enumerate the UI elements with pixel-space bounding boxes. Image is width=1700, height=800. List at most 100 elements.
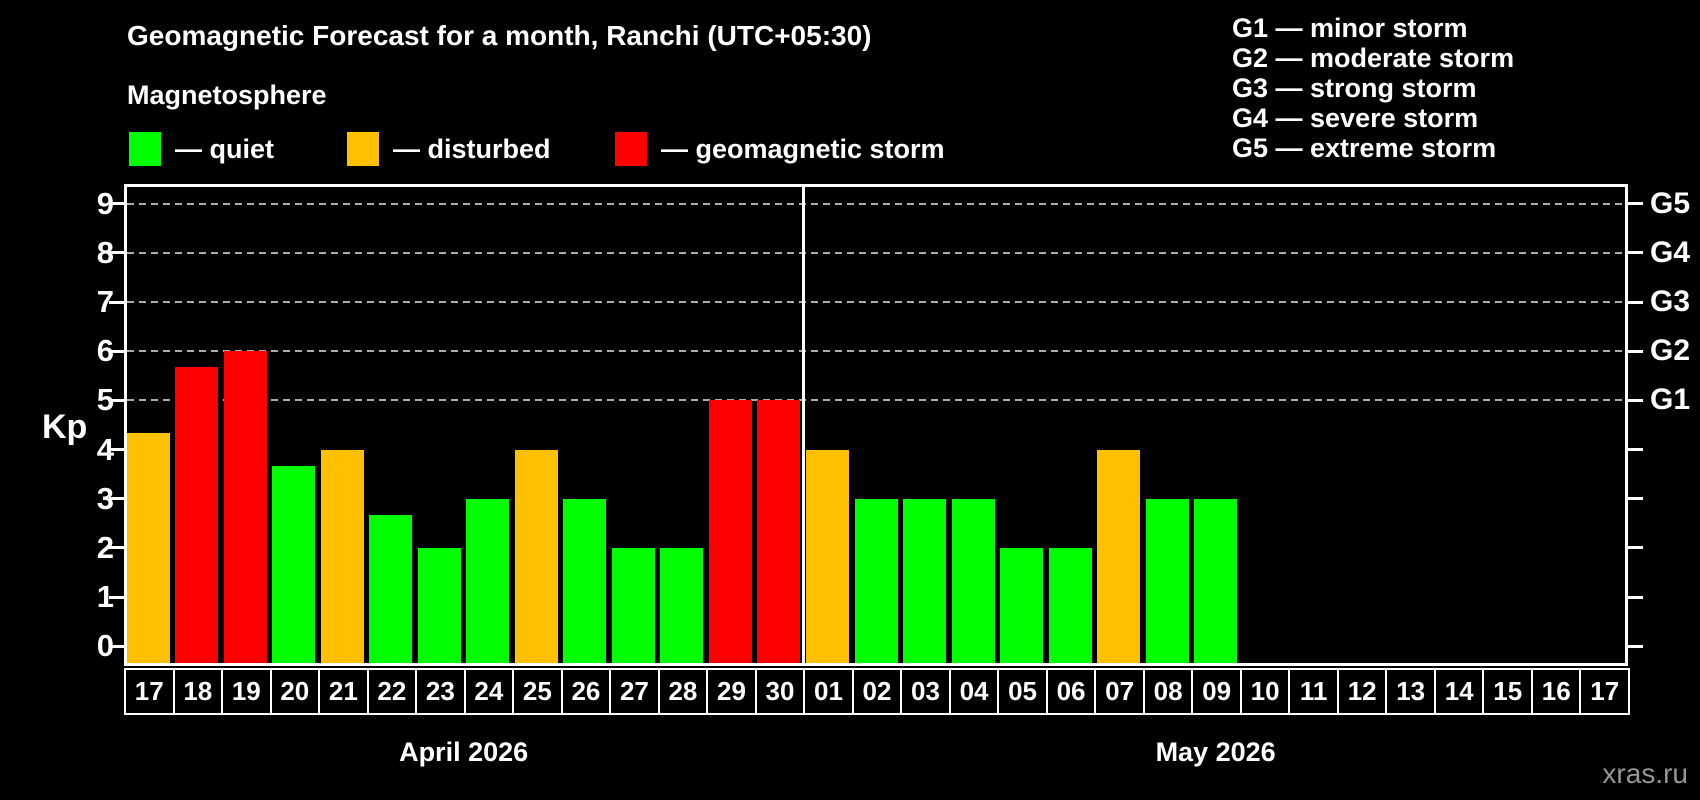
storm-scale-g3: G3 — strong storm (1232, 73, 1477, 103)
right-axis-label-g5: G5 (1650, 186, 1691, 220)
date-cell-02: 02 (851, 668, 903, 715)
y-tick-label-7: 7 (96, 284, 114, 320)
date-cell-11: 11 (1288, 668, 1339, 715)
left-tick-5 (109, 398, 124, 402)
left-tick-0 (109, 644, 124, 648)
kp-bar-april-18 (175, 367, 219, 663)
date-cell-17: 17 (1579, 668, 1630, 715)
date-cell-13: 13 (1385, 668, 1436, 715)
right-tick-3 (1628, 497, 1643, 501)
gridline-kp8 (127, 251, 1625, 254)
month-label-may: May 2026 (1155, 737, 1276, 767)
kp-bar-may-06 (1048, 547, 1092, 663)
kp-bar-april-17 (126, 433, 170, 663)
date-cell-06: 06 (1045, 668, 1097, 715)
date-cell-18: 18 (172, 668, 224, 715)
date-cell-09: 09 (1191, 668, 1242, 715)
right-tick-2 (1628, 546, 1643, 550)
left-tick-1 (109, 595, 124, 599)
date-cell-16: 16 (1530, 668, 1582, 715)
legend-label-disturbed: — disturbed (393, 133, 551, 164)
kp-bar-april-30 (757, 400, 801, 663)
kp-bar-may-05 (1000, 547, 1044, 663)
kp-bar-april-24 (466, 498, 510, 663)
date-cell-15: 15 (1482, 668, 1533, 715)
y-tick-label-4: 4 (96, 431, 114, 467)
kp-bar-may-09 (1194, 498, 1238, 663)
right-tick-5 (1628, 398, 1643, 402)
left-tick-2 (109, 546, 124, 550)
kp-bar-april-19 (223, 351, 267, 663)
disturbed-swatch-icon (347, 132, 379, 166)
right-tick-9 (1628, 202, 1643, 206)
right-axis-label-g1: G1 (1650, 383, 1691, 417)
storm-swatch-icon (615, 132, 647, 166)
legend-item-disturbed: — disturbed (347, 131, 551, 167)
y-tick-label-3: 3 (96, 480, 114, 516)
kp-bar-may-02 (854, 498, 898, 663)
date-cell-28: 28 (657, 668, 709, 715)
legend-label-quiet: — quiet (175, 133, 274, 164)
left-tick-7 (109, 300, 124, 304)
date-cell-24: 24 (463, 668, 515, 715)
date-cell-29: 29 (706, 668, 757, 715)
date-cell-03: 03 (900, 668, 951, 715)
date-cell-17: 17 (124, 668, 175, 715)
watermark: xras.ru (1602, 758, 1688, 789)
kp-bar-may-08 (1145, 498, 1189, 663)
left-tick-9 (109, 202, 124, 206)
kp-bar-may-03 (903, 498, 947, 663)
kp-bar-april-26 (563, 498, 607, 663)
legend-item-quiet: — quiet (129, 131, 274, 167)
right-tick-7 (1628, 300, 1643, 304)
kp-bar-may-07 (1097, 449, 1141, 663)
right-axis-label-g3: G3 (1650, 285, 1691, 319)
date-cell-01: 01 (803, 668, 854, 715)
storm-scale-legend: G1 — minor storm G2 — moderate storm G3 … (1232, 13, 1514, 163)
gridline-kp5 (127, 399, 1625, 402)
right-tick-6 (1628, 349, 1643, 353)
date-cell-12: 12 (1336, 668, 1388, 715)
kp-bar-april-29 (708, 400, 752, 663)
month-separator (801, 187, 805, 663)
right-axis-label-g4: G4 (1650, 235, 1691, 269)
kp-bar-april-25 (514, 449, 558, 663)
gridline-kp6 (127, 350, 1625, 353)
left-tick-8 (109, 251, 124, 255)
storm-scale-g5: G5 — extreme storm (1232, 133, 1497, 163)
date-cell-22: 22 (366, 668, 418, 715)
kp-bar-april-28 (660, 547, 704, 663)
right-tick-1 (1628, 595, 1643, 599)
date-cell-08: 08 (1142, 668, 1194, 715)
y-tick-label-2: 2 (96, 529, 114, 565)
plot-area (124, 184, 1628, 666)
y-tick-label-8: 8 (96, 234, 114, 270)
right-tick-8 (1628, 251, 1643, 255)
storm-scale-g2: G2 — moderate storm (1232, 43, 1515, 73)
right-tick-0 (1628, 644, 1643, 648)
kp-bar-april-23 (417, 547, 461, 663)
date-cell-19: 19 (221, 668, 272, 715)
left-tick-4 (109, 448, 124, 452)
storm-scale-g1: G1 — minor storm (1232, 13, 1468, 43)
date-cell-26: 26 (560, 668, 612, 715)
right-axis-label-g2: G2 (1650, 334, 1691, 368)
y-tick-label-5: 5 (96, 382, 114, 418)
date-cell-27: 27 (609, 668, 660, 715)
kp-bar-may-04 (951, 498, 995, 663)
right-tick-4 (1628, 448, 1643, 452)
y-tick-label-9: 9 (96, 185, 114, 221)
kp-bar-april-27 (611, 547, 655, 663)
date-cell-23: 23 (415, 668, 466, 715)
y-axis-label: Kp (42, 408, 88, 446)
y-tick-label-0: 0 (96, 628, 114, 664)
date-cell-14: 14 (1433, 668, 1485, 715)
gridline-kp7 (127, 301, 1625, 304)
date-cell-20: 20 (269, 668, 321, 715)
kp-bar-april-20 (272, 465, 316, 663)
left-tick-6 (109, 349, 124, 353)
storm-scale-g4: G4 — severe storm (1232, 103, 1479, 133)
kp-bar-april-22 (369, 515, 413, 663)
magnetosphere-label: Magnetosphere (127, 80, 327, 110)
